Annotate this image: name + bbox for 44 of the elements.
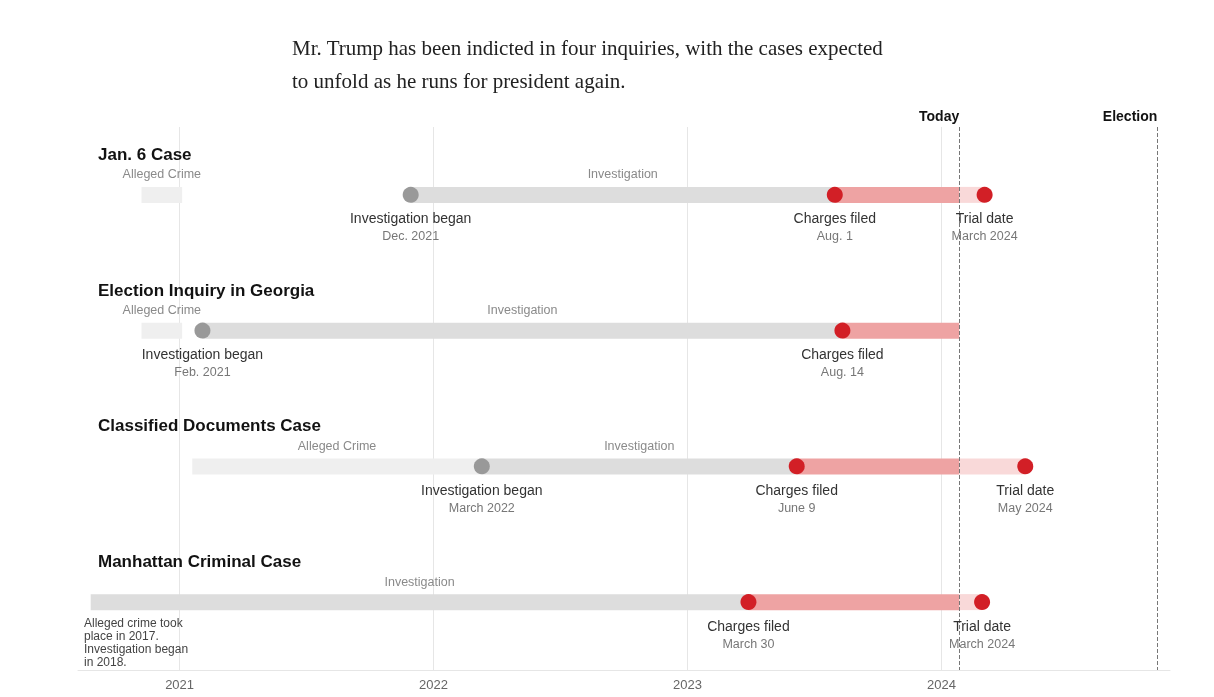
text: Alleged Crime	[122, 167, 202, 182]
data-label: Charges filed March 30	[707, 617, 790, 651]
x-tick-label: 2021	[165, 677, 195, 692]
data-label: Investigation began Dec. 2021	[349, 210, 472, 244]
point	[402, 186, 419, 203]
data-label: Charges filed June 9	[755, 481, 838, 515]
bar	[748, 594, 960, 611]
bar	[959, 458, 1026, 475]
point	[976, 186, 993, 203]
series-label: Investigation	[587, 167, 658, 182]
text: Investigation	[384, 574, 455, 589]
point	[974, 594, 991, 611]
point	[194, 322, 211, 339]
text: Investigation	[604, 438, 675, 453]
data-label: Investigation began Feb. 2021	[141, 346, 264, 380]
x-tick-label: 2022	[419, 677, 448, 692]
y-tick-label: Jan. 6 Case	[98, 144, 192, 164]
y-tick-label: Election Inquiry in Georgia	[98, 280, 315, 300]
point	[1017, 458, 1034, 475]
text: Alleged Crime	[122, 303, 202, 318]
data-label: Trial date May 2024	[996, 481, 1055, 515]
data-label: Charges filed Aug. 14	[801, 346, 884, 380]
data-label: Trial date March 2024	[949, 617, 1016, 651]
bar	[834, 186, 960, 203]
text: Investigation	[487, 303, 558, 318]
annotation: Alleged crime took place in 2017. Investigation began in 2018.	[84, 615, 189, 669]
point	[826, 186, 843, 203]
chart-title: Mr. Trump has been indicted in four inquiries, with the cases expected to unfold as he runs for president again.	[292, 35, 889, 93]
x-tick-label: 2023	[673, 677, 702, 692]
point	[473, 458, 490, 475]
data-label: Investigation began March 2022	[421, 481, 543, 515]
x-tick-label: 2024	[926, 677, 956, 692]
bar	[842, 322, 960, 339]
point	[834, 322, 851, 339]
y-tick-label: Classified Documents Case	[98, 416, 321, 436]
point	[740, 594, 757, 611]
ref-line-label: Election	[1102, 108, 1158, 124]
bar	[796, 458, 960, 475]
ref-line-label: Today	[919, 108, 960, 124]
y-tick-label: Manhattan Criminal Case	[98, 552, 302, 572]
data-label: Charges filed Aug. 1	[793, 210, 877, 244]
point	[788, 458, 805, 475]
series-label: Alleged Crime	[297, 438, 377, 453]
data-label: Trial date March 2024	[951, 210, 1018, 244]
